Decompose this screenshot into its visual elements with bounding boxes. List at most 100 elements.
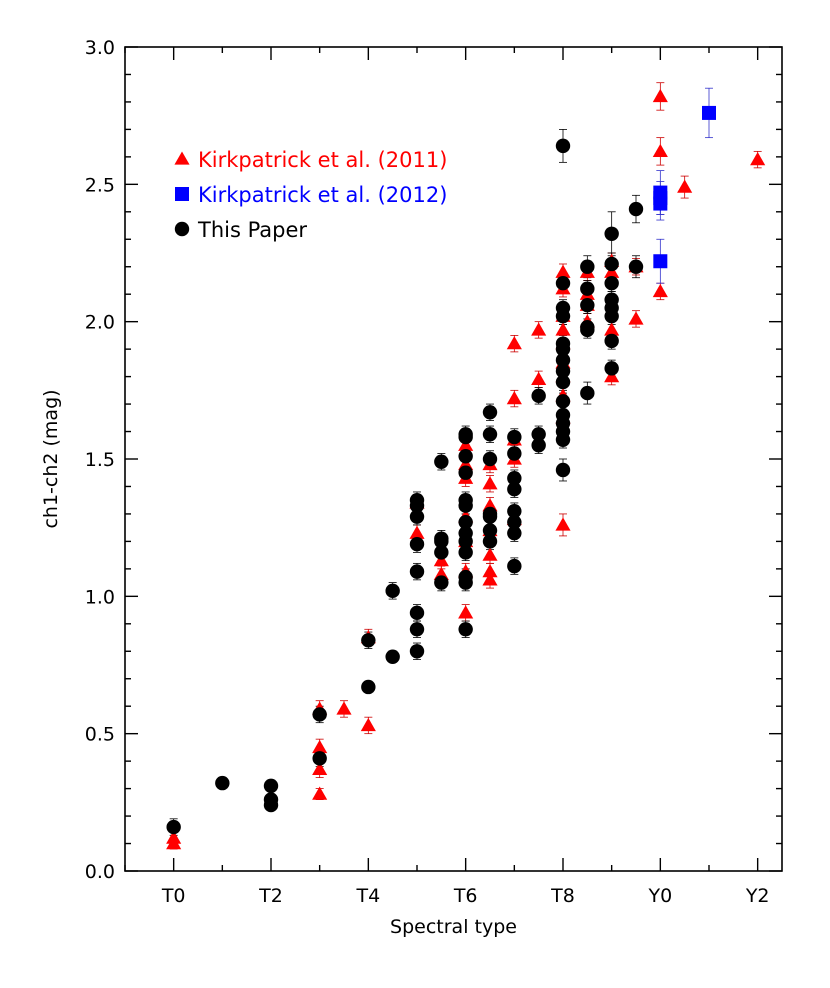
data-point — [458, 605, 474, 619]
data-point — [507, 446, 522, 461]
legend-label: This Paper — [197, 218, 307, 242]
data-point — [433, 553, 449, 567]
data-point — [604, 322, 620, 336]
data-point — [215, 775, 230, 791]
data-point — [361, 679, 376, 695]
data-point — [702, 105, 716, 120]
data-point — [555, 432, 571, 447]
data-point — [458, 449, 473, 464]
data-point — [531, 388, 546, 404]
data-point — [312, 751, 327, 766]
data-point — [555, 322, 571, 336]
axis-ticks — [124, 46, 782, 872]
x-tick-label: T6 — [453, 885, 478, 907]
data-point — [482, 523, 498, 538]
data-point — [482, 547, 498, 561]
data-point — [458, 465, 473, 480]
data-point — [507, 471, 522, 486]
data-point — [409, 498, 425, 513]
data-point — [458, 429, 473, 445]
data-point — [604, 308, 619, 324]
data-point — [361, 633, 376, 648]
data-point — [458, 575, 473, 590]
data-point — [434, 454, 449, 469]
y-tick-label: 0.0 — [85, 861, 115, 883]
x-tick-label: Y2 — [745, 885, 770, 907]
data-point — [604, 333, 619, 349]
legend: Kirkpatrick et al. (2011) Kirkpatrick et … — [174, 148, 447, 242]
data-point — [507, 514, 522, 530]
data-point — [677, 179, 693, 193]
data-point — [531, 427, 546, 442]
x-tick-label: T8 — [550, 885, 575, 907]
data-point — [312, 739, 328, 754]
data-point — [507, 503, 522, 519]
data-point — [604, 369, 620, 383]
x-axis-title: Spectral type — [390, 916, 517, 938]
data-point — [580, 322, 595, 338]
data-point — [458, 514, 473, 530]
data-point — [555, 264, 571, 278]
data-point — [385, 583, 400, 599]
data-point — [750, 152, 766, 166]
data-point — [458, 622, 473, 637]
data-point — [628, 259, 644, 274]
data-point — [409, 622, 425, 637]
data-point — [555, 374, 571, 390]
data-point — [604, 276, 619, 291]
data-point — [507, 429, 522, 445]
data-point — [312, 786, 328, 800]
legend-label: Kirkpatrick et al. (2012) — [198, 183, 447, 207]
data-point — [458, 534, 473, 549]
data-point — [482, 572, 498, 586]
data-point — [409, 536, 425, 552]
data-point — [482, 534, 498, 549]
data-point — [555, 394, 571, 409]
data-point — [434, 575, 449, 590]
data-point — [653, 254, 668, 269]
data-point — [531, 371, 547, 386]
data-point — [312, 761, 328, 776]
data-point — [555, 276, 571, 291]
data-point — [555, 138, 571, 154]
data-point — [385, 649, 400, 664]
data-point — [482, 405, 498, 420]
x-tick-label: T4 — [355, 885, 380, 907]
data-point — [653, 191, 668, 206]
data-point — [580, 259, 595, 274]
y-tick-label: 1.5 — [85, 449, 115, 471]
data-point — [604, 256, 619, 272]
data-point — [580, 297, 595, 313]
data-point — [482, 509, 498, 524]
data-point — [336, 701, 352, 715]
data-point — [166, 819, 181, 835]
data-point — [409, 525, 425, 539]
legend-marker — [174, 221, 190, 237]
data-point — [652, 283, 668, 298]
data-point — [507, 482, 522, 497]
data-point — [652, 143, 668, 158]
data-point — [628, 311, 644, 325]
legend-marker — [174, 151, 190, 165]
y-tick-label: 0.5 — [85, 724, 115, 746]
data-point — [263, 797, 279, 813]
data-point — [555, 462, 571, 478]
y-tick-label: 2.0 — [85, 312, 115, 334]
legend-label: Kirkpatrick et al. (2011) — [198, 148, 447, 172]
data-point — [555, 308, 571, 324]
data-point — [263, 778, 279, 794]
data-point — [580, 385, 595, 401]
data-point — [604, 226, 619, 241]
x-tick-label: T0 — [161, 885, 186, 907]
data-point — [507, 525, 522, 541]
data-point — [506, 336, 522, 350]
data-point — [458, 545, 473, 560]
x-tick-label: T2 — [258, 885, 283, 907]
data-point — [482, 451, 498, 467]
y-tick-label: 1.0 — [85, 586, 115, 608]
data-point — [482, 476, 498, 490]
data-point — [604, 361, 619, 376]
y-axis-title: ch1-ch2 (mag) — [40, 389, 62, 528]
data-point — [482, 564, 498, 578]
